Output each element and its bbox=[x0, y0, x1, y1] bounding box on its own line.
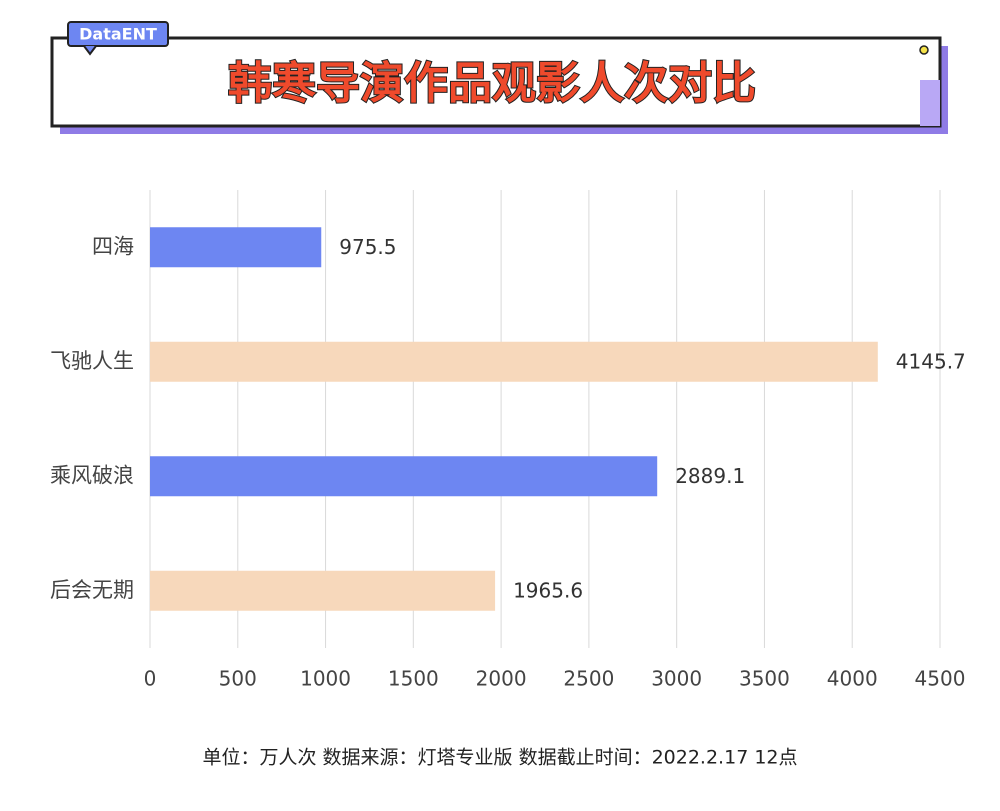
y-tick-label: 四海 bbox=[92, 234, 134, 258]
x-tick-label: 500 bbox=[219, 667, 257, 691]
x-tick-label: 4000 bbox=[827, 667, 878, 691]
badge-tail bbox=[83, 45, 97, 56]
x-tick-label: 4500 bbox=[915, 667, 966, 691]
chart-title: 韩寒导演作品观影人次对比 bbox=[228, 58, 756, 109]
title-dot bbox=[919, 45, 929, 55]
bar bbox=[150, 341, 878, 382]
bar bbox=[150, 570, 496, 611]
badge-bg bbox=[67, 21, 169, 47]
x-tick-label: 1000 bbox=[300, 667, 351, 691]
x-tick-label: 2000 bbox=[476, 667, 527, 691]
value-label: 4145.7 bbox=[896, 349, 966, 373]
value-label: 2889.1 bbox=[675, 464, 745, 488]
title-fold bbox=[920, 80, 940, 126]
value-label: 1965.6 bbox=[513, 578, 583, 602]
y-tick-label: 飞驰人生 bbox=[50, 349, 134, 373]
bar bbox=[150, 227, 322, 268]
title-frame bbox=[50, 36, 942, 128]
x-tick-label: 1500 bbox=[388, 667, 439, 691]
footnote: 单位：万人次 数据来源：灯塔专业版 数据截止时间：2022.2.17 12点 bbox=[203, 747, 798, 769]
bar bbox=[150, 456, 658, 497]
value-label: 975.5 bbox=[339, 235, 396, 259]
x-tick-label: 3500 bbox=[739, 667, 790, 691]
y-tick-label: 乘风破浪 bbox=[50, 463, 134, 487]
badge: DataENT bbox=[79, 25, 157, 44]
x-tick-label: 2500 bbox=[563, 667, 614, 691]
y-tick-label: 后会无期 bbox=[50, 578, 134, 602]
x-tick-label: 3000 bbox=[651, 667, 702, 691]
x-tick-label: 0 bbox=[144, 667, 157, 691]
